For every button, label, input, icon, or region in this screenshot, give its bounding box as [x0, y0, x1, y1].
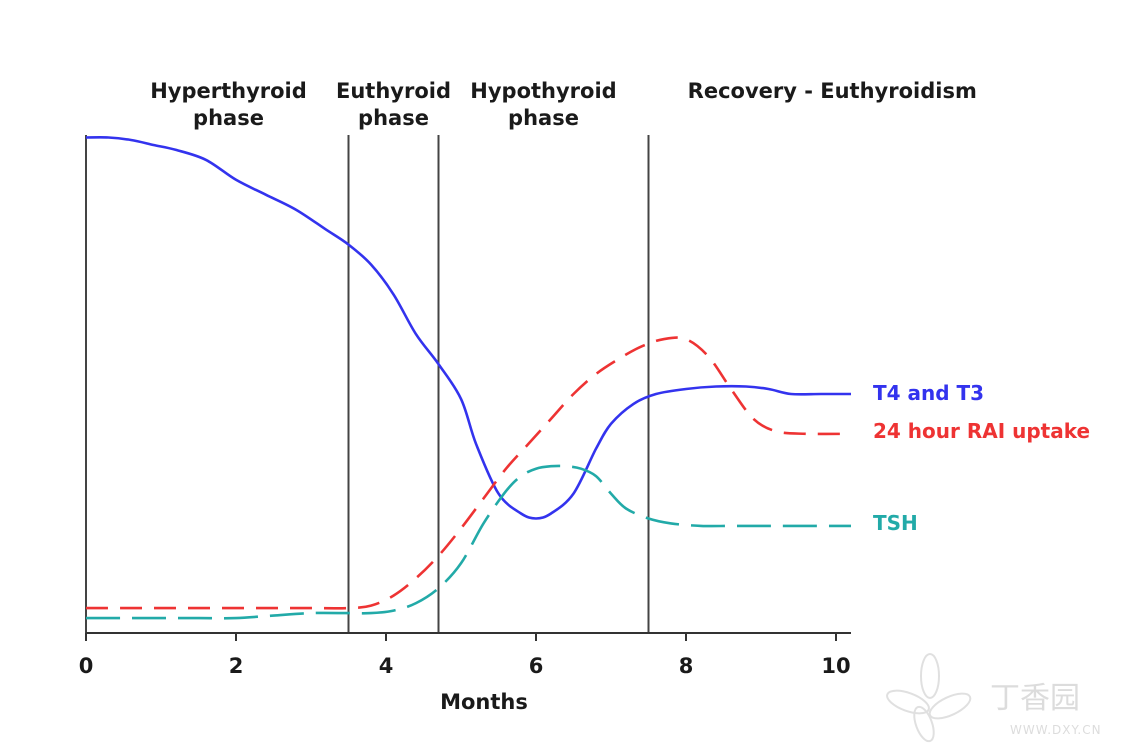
phase-labels: Hyperthyroid phase Euthyroid phase Hypothyro… [150, 79, 977, 130]
watermark: 丁香园 WWW.DXY.CN [886, 653, 1102, 743]
flower-logo-icon [886, 653, 972, 743]
series-lines [85, 136, 852, 620]
series-labels: T4 and T3 24 hour RAI uptake TSH [873, 381, 1090, 535]
phase-label: Recovery - Euthyroidism [688, 79, 977, 103]
x-axis: 0 2 4 6 8 10 Months [79, 632, 851, 714]
series-line-24-hour-rai-uptake [86, 336, 852, 610]
phase-label: Hypothyroid [470, 79, 616, 103]
watermark-text: 丁香园 [990, 681, 1080, 716]
phase-boundaries [85, 135, 650, 633]
x-tick-label: 4 [379, 654, 394, 678]
phase-label: phase [508, 106, 579, 130]
x-ticks: 0 2 4 6 8 10 [79, 633, 851, 678]
x-tick-label: 2 [229, 654, 244, 678]
watermark-url: WWW.DXY.CN [1010, 723, 1102, 737]
series-label: T4 and T3 [873, 381, 984, 405]
series-label: 24 hour RAI uptake [873, 419, 1090, 443]
series-label: TSH [873, 511, 918, 535]
phase-label: Hyperthyroid [150, 79, 307, 103]
series-line-t4-and-t3 [85, 136, 851, 520]
x-tick-label: 0 [79, 654, 94, 678]
series-line-tsh [86, 464, 851, 620]
phase-label: phase [193, 106, 264, 130]
phase-label: Euthyroid [336, 79, 451, 103]
x-tick-label: 8 [679, 654, 694, 678]
x-tick-label: 10 [821, 654, 850, 678]
phase-label: phase [358, 106, 429, 130]
x-tick-label: 6 [529, 654, 544, 678]
x-axis-title: Months [440, 690, 528, 714]
